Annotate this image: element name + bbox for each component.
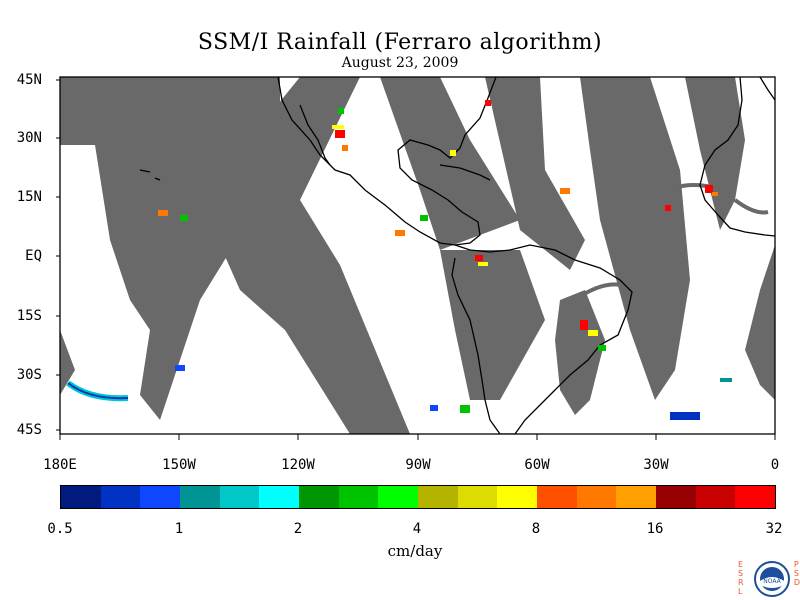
rain-pixel xyxy=(180,215,188,221)
rain-pixel xyxy=(670,412,700,420)
rain-pixel xyxy=(598,345,606,351)
swath-gap xyxy=(60,77,280,420)
colorbar-swatch xyxy=(695,486,736,508)
colorbar-units: cm/day xyxy=(387,542,443,560)
colorbar-swatch xyxy=(576,486,617,508)
coastline-europe xyxy=(759,77,775,101)
colorbar-tick: 0.5 xyxy=(47,521,73,537)
lat-label: 45N xyxy=(16,72,42,88)
rain-pixel xyxy=(705,185,713,193)
rain-pixel xyxy=(395,230,405,236)
colorbar-swatch xyxy=(656,486,696,508)
coastline-europe-africa xyxy=(699,77,775,237)
colorbar-tick: 32 xyxy=(765,521,783,537)
esrl-psd-noaa-logo: E S R L NOAA P S D xyxy=(738,560,800,600)
colorbar-swatch xyxy=(140,486,181,508)
rain-pixel xyxy=(485,100,491,106)
lat-label: 30N xyxy=(16,130,42,146)
rain-pixel xyxy=(175,365,185,371)
rain-pixel xyxy=(560,188,570,194)
rain-pixel xyxy=(430,405,438,411)
coastline-south-america xyxy=(451,244,633,434)
colorbar-swatch xyxy=(537,486,577,508)
swath-gap xyxy=(580,77,690,400)
colorbar-swatch xyxy=(61,486,101,508)
colorbar-tick: 4 xyxy=(412,521,422,537)
rain-pixel xyxy=(342,145,348,151)
lon-label: 60W xyxy=(524,457,550,473)
lat-ticks xyxy=(56,79,60,431)
coastline-pacific-islands xyxy=(139,169,161,181)
rain-pixel xyxy=(450,150,456,156)
rain-pixel xyxy=(332,125,344,129)
swath-gap xyxy=(380,77,520,250)
coastline-caribbean-cuba xyxy=(439,164,491,181)
rain-patches xyxy=(66,100,732,420)
colorbar-swatch xyxy=(100,486,141,508)
lon-label: 0 xyxy=(770,457,780,473)
colorbar-swatch xyxy=(219,486,260,508)
rain-arc xyxy=(67,382,129,400)
rain-pixel xyxy=(475,255,483,261)
colorbar-swatch xyxy=(299,486,339,508)
rain-pixel xyxy=(665,205,671,211)
colorbar-tick: 8 xyxy=(531,521,541,537)
lat-label: 15S xyxy=(16,308,42,324)
lat-label: 45S xyxy=(16,422,42,438)
rain-pixel xyxy=(720,378,732,382)
lon-label: 150W xyxy=(162,457,196,473)
colorbar-swatch xyxy=(338,486,379,508)
lon-label: 30W xyxy=(643,457,669,473)
swath-gap xyxy=(555,290,605,415)
colorbar-swatch xyxy=(457,486,498,508)
colorbar-tick: 2 xyxy=(293,521,303,537)
rain-pixel xyxy=(335,130,345,138)
rain-pixel xyxy=(588,330,598,336)
swath-gap xyxy=(440,250,545,400)
swath-gap xyxy=(485,77,585,270)
swath-gaps xyxy=(60,77,775,434)
colorbar-swatch xyxy=(735,486,776,508)
gap-arc xyxy=(733,198,769,215)
lon-label: 120W xyxy=(281,457,315,473)
colorbar-swatch xyxy=(418,486,458,508)
swath-gap xyxy=(745,245,775,400)
colorbar-swatch xyxy=(259,486,300,508)
gap-arc xyxy=(658,183,736,197)
swath-gap xyxy=(200,77,410,434)
chart-title: SSM/I Rainfall (Ferraro algorithm) xyxy=(197,30,603,55)
svg-text:NOAA: NOAA xyxy=(763,578,781,585)
swath-gap xyxy=(130,165,178,320)
coastline-baja xyxy=(299,104,331,166)
colorbar xyxy=(60,485,776,509)
rain-pixel xyxy=(712,192,718,196)
coastlines xyxy=(139,77,775,434)
colorbar-tick: 1 xyxy=(174,521,184,537)
colorbar-swatch xyxy=(378,486,419,508)
rainfall-map xyxy=(56,76,776,440)
lon-label: 90W xyxy=(405,457,431,473)
rain-pixel xyxy=(338,108,344,114)
rain-pixel xyxy=(478,262,488,266)
rain-pixel xyxy=(158,210,168,216)
colorbar-swatch xyxy=(616,486,657,508)
coastline-north-america xyxy=(277,77,497,246)
lon-ticks xyxy=(59,434,776,440)
lat-label: 30S xyxy=(16,367,42,383)
logo-letters-right: P S D xyxy=(793,560,800,587)
rain-pixel xyxy=(580,320,588,330)
colorbar-swatch xyxy=(180,486,220,508)
chart-subtitle: August 23, 2009 xyxy=(341,55,459,71)
logo-letters-left: E S R L xyxy=(738,560,744,596)
rain-pixel xyxy=(460,405,470,413)
noaa-logo-icon: NOAA xyxy=(754,561,790,597)
lat-label: EQ xyxy=(25,248,42,264)
colorbar-tick: 16 xyxy=(646,521,664,537)
lat-label: 15N xyxy=(16,189,42,205)
gap-arc xyxy=(573,282,637,302)
rain-pixel xyxy=(420,215,428,221)
lon-label: 180E xyxy=(43,457,77,473)
colorbar-swatch xyxy=(497,486,538,508)
swath-gap xyxy=(60,330,75,395)
